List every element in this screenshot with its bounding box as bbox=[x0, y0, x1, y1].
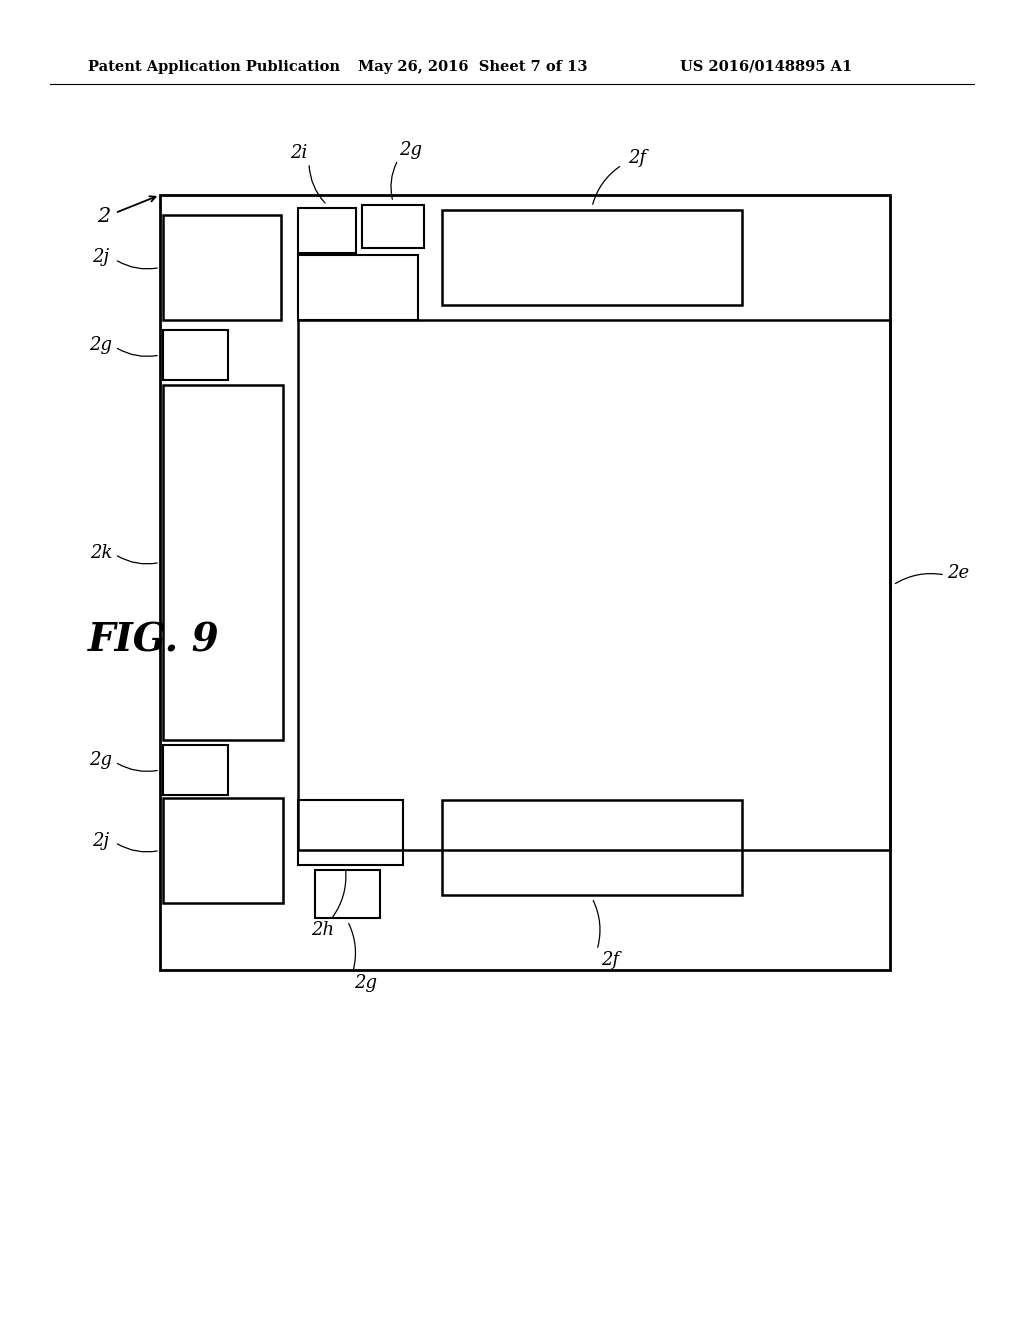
Bar bbox=[163, 215, 281, 319]
Text: 2k: 2k bbox=[90, 544, 113, 561]
Text: Patent Application Publication: Patent Application Publication bbox=[88, 59, 340, 74]
Bar bbox=[298, 255, 418, 319]
Text: 2f: 2f bbox=[601, 950, 620, 969]
Bar bbox=[298, 319, 890, 850]
Bar bbox=[298, 209, 356, 253]
Bar bbox=[315, 870, 380, 917]
Bar bbox=[298, 800, 403, 865]
Bar bbox=[442, 800, 742, 895]
Text: US 2016/0148895 A1: US 2016/0148895 A1 bbox=[680, 59, 852, 74]
Text: 2g: 2g bbox=[399, 141, 423, 158]
Text: 2h: 2h bbox=[311, 921, 334, 939]
Bar bbox=[160, 195, 890, 970]
Text: 2e: 2e bbox=[947, 564, 969, 582]
Bar bbox=[163, 744, 228, 795]
Bar bbox=[163, 799, 283, 903]
Bar bbox=[163, 385, 283, 741]
Text: 2g: 2g bbox=[89, 337, 113, 354]
Text: 2i: 2i bbox=[291, 144, 307, 162]
Text: FIG. 9: FIG. 9 bbox=[88, 620, 219, 659]
Text: 2j: 2j bbox=[92, 248, 110, 267]
Text: May 26, 2016  Sheet 7 of 13: May 26, 2016 Sheet 7 of 13 bbox=[358, 59, 588, 74]
Text: 2j: 2j bbox=[92, 832, 110, 850]
Text: 2: 2 bbox=[96, 207, 110, 227]
Bar bbox=[362, 205, 424, 248]
Bar bbox=[163, 330, 228, 380]
Text: 2g: 2g bbox=[89, 751, 113, 770]
Bar bbox=[442, 210, 742, 305]
Text: 2g: 2g bbox=[354, 974, 377, 993]
Text: 2f: 2f bbox=[628, 149, 646, 168]
